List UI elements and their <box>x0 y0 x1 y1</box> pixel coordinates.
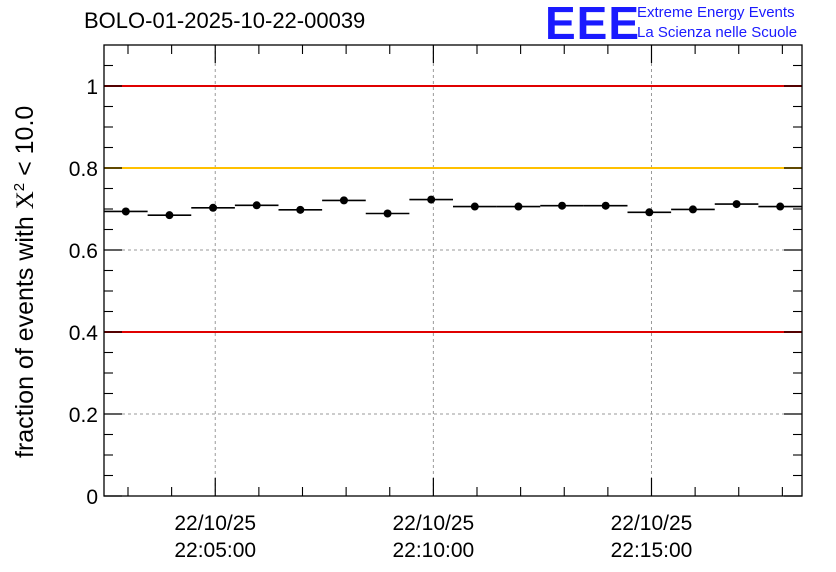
data-point <box>514 202 523 211</box>
y-tick-label: 0.2 <box>69 404 98 427</box>
y-tick-label: 0.6 <box>69 240 98 263</box>
y-tick-label: 1 <box>86 76 98 99</box>
grid-lines <box>104 45 802 496</box>
data-point <box>732 200 741 209</box>
y-tick-label: 0 <box>86 486 98 509</box>
logo-line-2: La Scienza nelle Scuole <box>637 24 798 41</box>
data-point <box>383 209 392 218</box>
data-point <box>558 201 567 210</box>
data-point <box>296 205 305 214</box>
data-point <box>339 196 348 205</box>
y-tick-label: 0.8 <box>69 158 98 181</box>
x-tick-label-time: 22:15:00 <box>611 539 693 562</box>
data-point <box>209 203 218 212</box>
x-tick-label-time: 22:05:00 <box>174 539 256 562</box>
x-tick-label-date: 22/10/25 <box>611 512 693 535</box>
data-point <box>601 201 610 210</box>
x-tick-label-date: 22/10/25 <box>392 512 474 535</box>
data-point <box>470 202 479 211</box>
tick-labels: 0 0.2 0.4 0.6 0.8 1 22/10/25 22:05:00 22/10/25 22… <box>69 76 693 562</box>
plot-frame <box>103 44 803 497</box>
reference-lines <box>104 85 802 333</box>
y-axis-label: fraction of events with X2 < 10.0 <box>11 106 39 458</box>
data-point <box>165 211 174 220</box>
data-point <box>427 195 436 204</box>
y-tick-label: 0.4 <box>69 322 99 345</box>
logo-line-1: Extreme Energy Events <box>637 4 795 21</box>
eee-logo: EEE Extreme Energy Events La Scienza nel… <box>545 0 835 49</box>
data-point <box>776 202 785 211</box>
data-point <box>645 208 654 217</box>
data-points <box>104 195 802 220</box>
plot-border <box>103 44 803 497</box>
chart-title: BOLO-01-2025-10-22-00039 <box>84 8 366 33</box>
x-tick-label-date: 22/10/25 <box>174 512 256 535</box>
data-point <box>688 205 697 214</box>
data-point <box>252 201 261 210</box>
x-tick-label-time: 22:10:00 <box>392 539 474 562</box>
data-point <box>121 207 130 216</box>
axis-ticks <box>104 45 802 497</box>
eee-logo-mark: EEE <box>545 0 641 49</box>
